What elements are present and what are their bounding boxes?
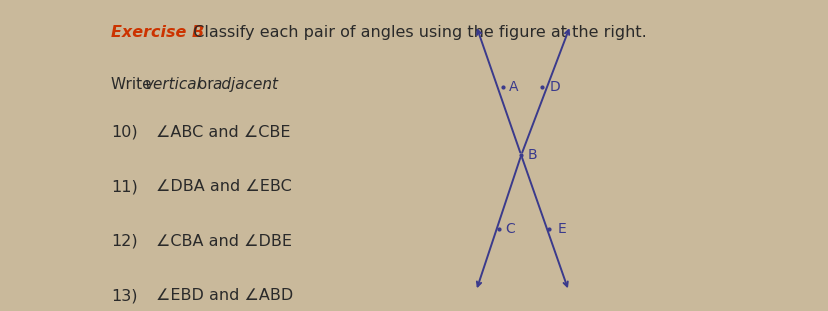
- Text: ∠DBA and ∠EBC: ∠DBA and ∠EBC: [156, 179, 291, 194]
- Text: 13): 13): [111, 288, 137, 303]
- Text: 10): 10): [111, 125, 137, 140]
- Text: 12): 12): [111, 234, 137, 249]
- Text: E: E: [556, 222, 566, 236]
- Text: .: .: [265, 77, 270, 92]
- Text: ∠CBA and ∠DBE: ∠CBA and ∠DBE: [156, 234, 291, 249]
- Text: vertical: vertical: [145, 77, 202, 92]
- Text: or: or: [193, 77, 218, 92]
- Text: C: C: [504, 222, 514, 236]
- Text: Classify each pair of angles using the figure at the right.: Classify each pair of angles using the f…: [183, 25, 646, 40]
- Text: ∠ABC and ∠CBE: ∠ABC and ∠CBE: [156, 125, 290, 140]
- Text: 11): 11): [111, 179, 137, 194]
- Text: ∠EBD and ∠ABD: ∠EBD and ∠ABD: [156, 288, 293, 303]
- Text: B: B: [527, 148, 537, 162]
- Text: D: D: [549, 80, 560, 94]
- Text: Exercise B: Exercise B: [111, 25, 204, 40]
- Text: adjacent: adjacent: [212, 77, 278, 92]
- Text: Write: Write: [111, 77, 156, 92]
- Text: A: A: [508, 80, 518, 94]
